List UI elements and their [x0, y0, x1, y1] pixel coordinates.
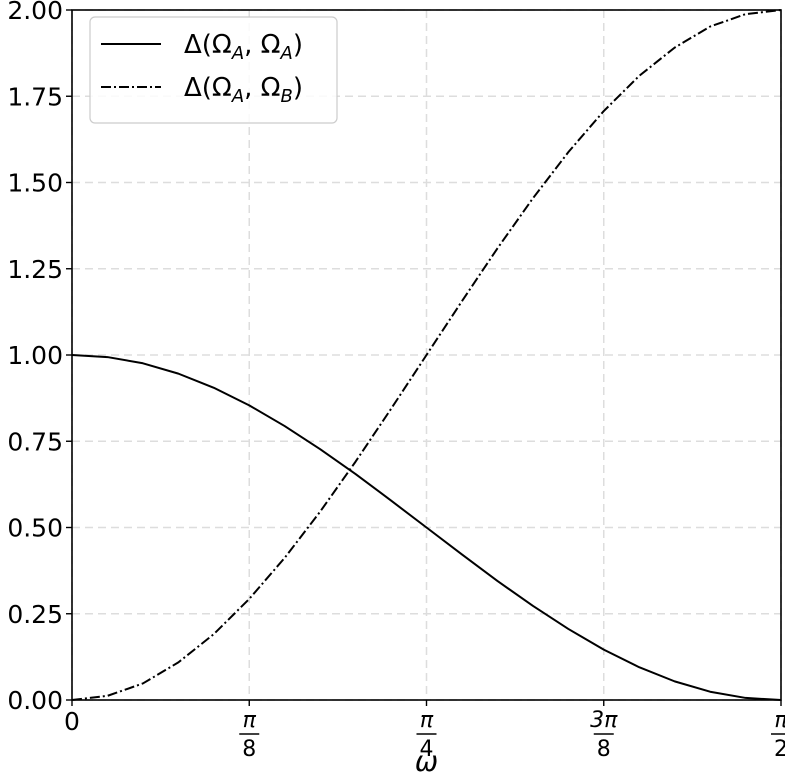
y-tick-label: 0.25: [7, 600, 63, 629]
x-axis: 0π8π43π8π2: [64, 700, 785, 762]
x-tick-fraction: π2: [771, 708, 785, 762]
x-tick-denominator: 2: [774, 737, 785, 762]
x-tick-fraction: π4: [416, 708, 437, 762]
y-tick-label: 1.50: [7, 169, 63, 198]
y-tick-label: 0.00: [7, 686, 63, 715]
x-tick-numerator: π: [774, 708, 785, 733]
y-axis: 0.00 0.25 0.50 0.75 1.00 1.25 1.50 1.75 2.00: [7, 0, 72, 715]
x-tick-denominator: 4: [420, 737, 434, 762]
y-tick-label: 0.50: [7, 514, 63, 543]
x-tick-denominator: 8: [242, 737, 256, 762]
x-axis-label: ω: [415, 745, 438, 778]
x-tick-fraction: 3π8: [590, 708, 618, 762]
series-line-2: [71, 9, 782, 701]
y-tick-label: 1.25: [7, 255, 63, 284]
x-tick-denominator: 8: [597, 737, 611, 762]
legend: Δ(ΩA, ΩA) Δ(ΩA, ΩB): [89, 16, 338, 124]
x-tick-label: 0: [64, 707, 80, 736]
y-tick-label: 1.00: [7, 341, 63, 370]
x-tick-fraction: π8: [239, 708, 260, 762]
x-tick-numerator: π: [243, 708, 257, 733]
x-tick-numerator: π: [420, 708, 434, 733]
series-line-1: [71, 354, 782, 701]
y-tick-label: 1.75: [7, 82, 63, 111]
legend-label-series-2: Δ(ΩA, ΩB): [184, 73, 303, 107]
x-tick-numerator: 3π: [590, 708, 618, 733]
legend-label-series-1: Δ(ΩA, ΩA): [184, 30, 303, 64]
series-layer: [71, 9, 782, 701]
y-tick-label: 0.75: [7, 427, 63, 456]
y-tick-label: 2.00: [7, 0, 63, 25]
